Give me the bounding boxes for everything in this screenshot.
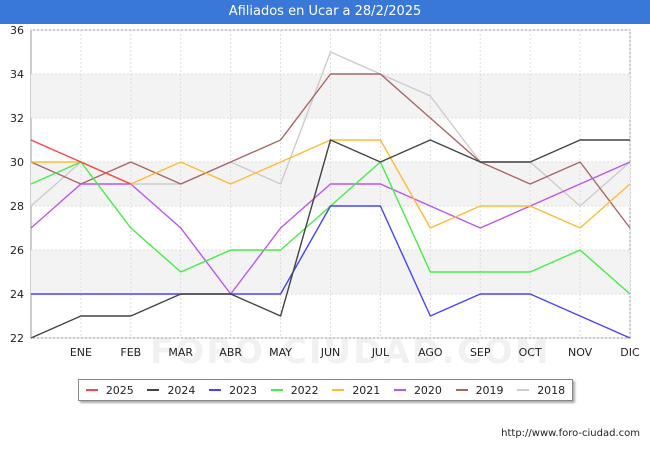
x-tick-label: OCT <box>519 346 542 359</box>
y-tick-label: 26 <box>10 244 24 257</box>
legend-label: 2020 <box>413 383 442 397</box>
x-tick-label: SEP <box>470 346 491 359</box>
y-tick-label: 28 <box>10 200 24 213</box>
x-tick-label: ENE <box>70 346 92 359</box>
legend-item-2021: 2021 <box>332 384 380 397</box>
legend-item-2019: 2019 <box>455 383 504 397</box>
legend-swatch <box>332 389 345 391</box>
legend-label: 2019 <box>475 383 504 397</box>
y-tick-label: 22 <box>10 332 24 345</box>
series-line-2019 <box>30 73 631 229</box>
x-tick-label: JUL <box>371 346 390 359</box>
legend-item-2025: 2025 <box>85 383 134 397</box>
legend-swatch <box>85 389 98 391</box>
x-tick-label: MAR <box>168 346 193 359</box>
watermark: FORO-CIUDAD.COM <box>150 332 551 372</box>
legend-label: 2024 <box>167 383 196 397</box>
series-line-2025 <box>30 139 132 185</box>
y-tick-label: 34 <box>10 68 24 81</box>
legend-item-2023: 2023 <box>209 384 257 397</box>
x-tick-label: FEB <box>120 346 141 359</box>
y-tick-label: 32 <box>10 112 24 125</box>
legend-item-2018: 2018 <box>517 384 565 397</box>
x-tick-label: AGO <box>418 346 443 359</box>
y-tick-label: 36 <box>10 24 24 37</box>
x-tick-label: ABR <box>219 346 242 359</box>
legend-swatch <box>270 389 283 391</box>
legend: 2025 2024 2023 2022 2021 2020 2019 2018 <box>78 379 573 401</box>
legend-swatch <box>517 389 530 391</box>
chart-title: Afiliados en Ucar a 28/2/2025 <box>0 0 650 24</box>
x-tick-label: NOV <box>568 346 593 359</box>
x-tick-label: DIC <box>620 346 640 359</box>
legend-item-2022: 2022 <box>270 383 319 397</box>
y-tick-label: 30 <box>10 156 24 169</box>
x-tick-label: JUN <box>320 346 341 359</box>
series-line-2024 <box>30 139 630 339</box>
legend-label: 2023 <box>229 383 258 397</box>
x-tick-label: MAY <box>269 346 292 359</box>
legend-swatch <box>455 389 468 391</box>
legend-swatch <box>147 389 160 391</box>
y-tick-label: 24 <box>10 288 24 301</box>
legend-item-2020: 2020 <box>393 383 442 397</box>
legend-label: 2025 <box>105 383 134 397</box>
legend-swatch <box>209 389 222 391</box>
series-line-2023 <box>31 205 631 339</box>
legend-item-2024: 2024 <box>147 384 195 397</box>
legend-swatch <box>393 389 406 391</box>
legend-label: 2021 <box>352 383 381 397</box>
legend-label: 2018 <box>537 383 566 397</box>
source-url: http://www.foro-ciudad.com <box>501 428 640 439</box>
legend-label: 2022 <box>290 383 319 397</box>
